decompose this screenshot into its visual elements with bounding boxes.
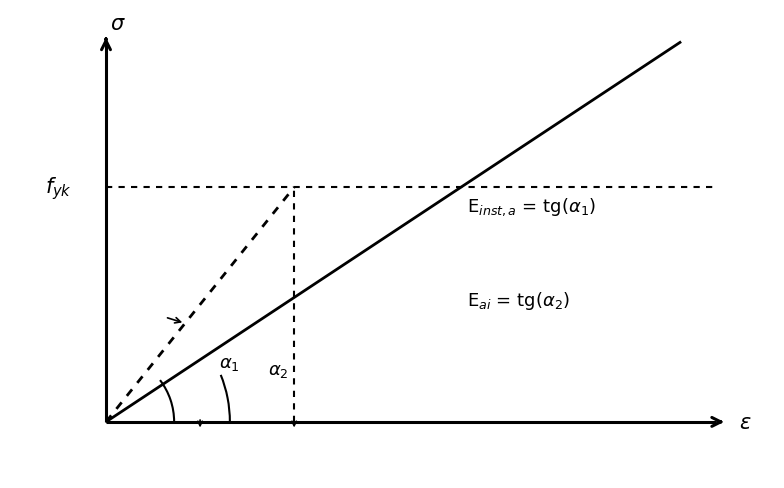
Text: $\sigma$: $\sigma$ xyxy=(110,14,125,34)
Text: $\alpha_1$: $\alpha_1$ xyxy=(219,354,239,372)
Text: $f_{yk}$: $f_{yk}$ xyxy=(45,174,72,201)
Text: E$_{ai}$ = tg($\alpha_2$): E$_{ai}$ = tg($\alpha_2$) xyxy=(467,289,571,311)
Text: $\alpha_2$: $\alpha_2$ xyxy=(268,361,289,379)
Text: $\varepsilon$: $\varepsilon$ xyxy=(739,412,752,432)
Text: E$_{inst,a}$ = tg($\alpha_1$): E$_{inst,a}$ = tg($\alpha_1$) xyxy=(467,196,597,217)
